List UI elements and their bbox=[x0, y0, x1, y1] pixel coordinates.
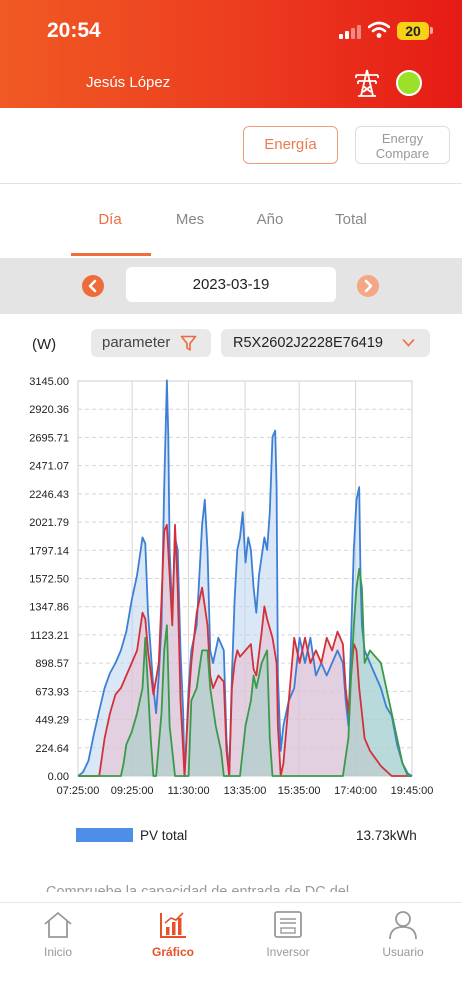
y-tick-label: 673.93 bbox=[35, 686, 69, 698]
nav-inversor[interactable]: Inversor bbox=[248, 903, 328, 973]
nav-inicio[interactable]: Inicio bbox=[18, 903, 98, 973]
parameter-label: parameter bbox=[102, 334, 171, 351]
y-tick-label: 2246.43 bbox=[29, 489, 69, 501]
user-name: Jesús López bbox=[86, 74, 171, 91]
x-tick-label: 13:35:00 bbox=[224, 785, 267, 797]
period-tabs: Día Mes Año Total bbox=[0, 185, 462, 258]
y-tick-label: 0.00 bbox=[48, 771, 69, 783]
user-icon bbox=[389, 911, 417, 940]
tab-total[interactable]: Total bbox=[335, 211, 367, 228]
nav-grafico[interactable]: Gráfico bbox=[133, 903, 213, 973]
device-select[interactable]: R5X2602J2228E76419 bbox=[221, 329, 430, 357]
prev-date-button[interactable] bbox=[82, 275, 104, 297]
nav-grafico-label: Gráfico bbox=[151, 945, 194, 959]
y-tick-label: 898.57 bbox=[35, 658, 69, 670]
y-tick-label: 1347.86 bbox=[29, 602, 69, 614]
battery-tip bbox=[430, 27, 433, 34]
y-tick-label: 2021.79 bbox=[29, 517, 69, 529]
nav-usuario-label: Usuario bbox=[382, 945, 424, 959]
x-tick-label: 11:30:00 bbox=[168, 785, 210, 797]
y-tick-label: 2471.07 bbox=[29, 461, 69, 473]
series-line-2 bbox=[78, 567, 412, 777]
series-line-1 bbox=[78, 523, 412, 777]
x-tick-label: 15:35:00 bbox=[278, 785, 321, 797]
battery-indicator: 20 bbox=[397, 22, 429, 40]
x-tick-label: 07:25:00 bbox=[57, 785, 100, 797]
x-tick-label: 19:45:00 bbox=[391, 785, 434, 797]
y-tick-label: 1123.21 bbox=[30, 630, 69, 642]
tab-mes[interactable]: Mes bbox=[175, 211, 205, 228]
chevron-left-icon bbox=[88, 279, 97, 293]
y-tick-label: 1797.14 bbox=[29, 545, 69, 557]
bottom-navigation: Inicio Gráfico Inversor Usuario bbox=[0, 902, 462, 1000]
total-energy-value: 13.73kWh bbox=[356, 828, 417, 843]
y-tick-label: 224.64 bbox=[35, 743, 69, 755]
power-tower-icon[interactable] bbox=[352, 68, 382, 98]
signal-icon bbox=[339, 25, 361, 39]
y-tick-label: 3145.00 bbox=[29, 376, 69, 388]
tab-ano[interactable]: Año bbox=[256, 211, 284, 228]
x-tick-label: 17:40:00 bbox=[334, 785, 377, 797]
active-tab-indicator bbox=[71, 253, 151, 256]
next-date-button[interactable] bbox=[357, 275, 379, 297]
current-date[interactable]: 2023-03-19 bbox=[126, 267, 336, 302]
connection-status-dot bbox=[396, 70, 422, 96]
chart-icon bbox=[160, 912, 186, 938]
nav-inicio-label: Inicio bbox=[43, 945, 72, 959]
tab-dia[interactable]: Día bbox=[98, 211, 122, 228]
y-tick-label: 2920.36 bbox=[29, 404, 69, 416]
chevron-down-icon bbox=[402, 339, 415, 347]
legend-swatch-pv-total[interactable] bbox=[76, 828, 133, 842]
series-area-2 bbox=[78, 568, 413, 776]
device-serial: R5X2602J2228E76419 bbox=[233, 335, 383, 351]
unit-label: (W) bbox=[32, 336, 57, 353]
y-tick-label: 2695.71 bbox=[29, 432, 69, 444]
nav-usuario[interactable]: Usuario bbox=[363, 903, 443, 973]
date-navigator: 2023-03-19 bbox=[0, 258, 462, 314]
x-tick-label: 09:25:00 bbox=[111, 785, 154, 797]
nav-inversor-label: Inversor bbox=[266, 945, 310, 959]
dc-capacity-notice: Compruebe la capacidad de entrada de DC … bbox=[46, 884, 350, 892]
energia-button[interactable]: Energía bbox=[243, 126, 338, 164]
parameter-filter[interactable]: parameter bbox=[91, 329, 211, 357]
series-line-0 bbox=[77, 379, 413, 777]
chevron-right-icon bbox=[364, 279, 373, 293]
wifi-icon bbox=[368, 21, 390, 38]
inverter-icon bbox=[274, 911, 302, 938]
y-tick-label: 1572.50 bbox=[29, 574, 69, 586]
status-time: 20:54 bbox=[47, 19, 101, 42]
power-chart[interactable]: 3145.00 2920.36 2695.71 2471.07 2246.43 2021.… bbox=[0, 366, 462, 806]
energy-compare-button[interactable]: Energy Compare bbox=[355, 126, 450, 164]
legend-label-pv-total[interactable]: PV total bbox=[140, 828, 188, 843]
app-header: 20:54 20 Jesús López bbox=[0, 0, 462, 108]
y-tick-label: 449.29 bbox=[35, 715, 69, 727]
home-icon bbox=[44, 912, 72, 938]
filter-icon bbox=[180, 335, 197, 351]
